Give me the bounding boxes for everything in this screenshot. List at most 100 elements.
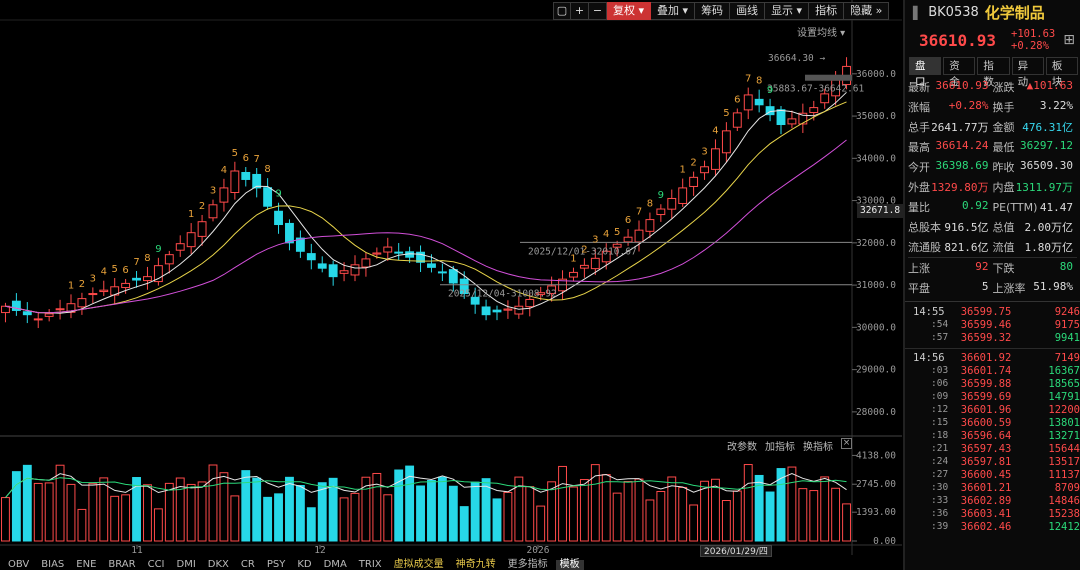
display-button[interactable]: 显示 ▾ — [765, 2, 810, 20]
menu-icon[interactable]: ▌ — [913, 5, 923, 20]
indicator-tab[interactable]: 更多指标 — [507, 559, 548, 570]
candle — [33, 318, 43, 321]
volume-bar — [503, 491, 513, 542]
indicator-tab[interactable]: 模板 — [555, 560, 584, 570]
zoom-out-icon[interactable]: − — [589, 2, 607, 20]
indicator-tab[interactable]: TRIX — [358, 559, 382, 570]
volume-bar — [612, 492, 622, 542]
indicator-tab[interactable]: CCI — [147, 559, 165, 570]
indicator-tab[interactable]: ENE — [76, 559, 97, 570]
chips-button[interactable]: 筹码 — [695, 2, 731, 20]
candle — [77, 298, 87, 308]
volume-bar — [623, 481, 633, 542]
restore-rights-button[interactable]: 复权 ▾ — [607, 2, 652, 20]
indicator-tab[interactable]: BIAS — [41, 559, 65, 570]
volume-bar — [328, 477, 338, 542]
quote-value: 1.80万亿 — [1024, 241, 1074, 254]
volume-bar — [88, 483, 98, 542]
volume-bar — [33, 482, 43, 542]
zoom-in-icon[interactable]: + — [571, 2, 589, 20]
tick-time: :18 — [931, 430, 949, 441]
panel-tab[interactable]: 异动 — [1011, 57, 1044, 88]
td-count: 8 — [144, 253, 150, 264]
quote-cell: 流通股 821.6亿 — [908, 239, 993, 255]
quote-value: ▲101.63 — [1026, 79, 1073, 92]
y-tick-label: 35000.0 — [856, 111, 896, 122]
volume-bar — [437, 476, 447, 542]
tick-price: 36599.32 — [960, 331, 1012, 344]
quote-row: 上涨 92 下跌 80 — [908, 258, 1077, 278]
candle — [787, 118, 797, 125]
tick-volume: 18565 — [1048, 377, 1080, 390]
tick-time: :15 — [931, 417, 949, 428]
tick-row: :30 36601.21 8709 — [905, 481, 1080, 494]
quote-row: 涨幅 +0.28% 换手 3.22% — [908, 97, 1077, 117]
volume-tick-label: 4138.00 — [856, 450, 896, 461]
hide-button[interactable]: 隐藏 » — [844, 2, 890, 20]
td-count: 2 — [581, 244, 587, 255]
volume-tick-label: 0.00 — [873, 536, 896, 547]
kline-chart-area[interactable]: 36000.0 35000.0 34000.0 33000.0 32000.0 31000… — [0, 0, 904, 570]
volume-bar — [22, 464, 32, 542]
indicator-tab[interactable]: 虚拟成交量 — [393, 559, 444, 570]
indicator-tab[interactable]: 神奇九转 — [455, 559, 496, 570]
volume-bar — [601, 474, 611, 542]
indicator-tab[interactable]: KD — [297, 559, 312, 570]
candle — [164, 254, 174, 265]
tick-time: :09 — [931, 391, 949, 402]
quote-label: 下跌 — [992, 262, 1015, 275]
tick-price: 36599.75 — [960, 305, 1012, 318]
volume-bar — [306, 507, 316, 542]
panel-tab[interactable]: 板块 — [1045, 57, 1079, 88]
indicator-tab[interactable]: CR — [240, 559, 255, 570]
quote-label: 昨收 — [992, 161, 1015, 174]
indicator-tab[interactable]: DMA — [323, 559, 347, 570]
switch-indicator-button[interactable]: 换指标 — [803, 442, 833, 453]
td-count: 1 — [188, 209, 194, 220]
add-watchlist-icon[interactable]: ⊞ — [1063, 32, 1075, 48]
edit-params-button[interactable]: 改参数 — [727, 442, 757, 453]
quote-cell: 量比 0.92 — [908, 199, 993, 215]
quote-cell: 外盘 1329.80万 — [908, 179, 993, 195]
candle — [44, 313, 54, 317]
volume-bar — [820, 476, 830, 542]
quote-cell: 上涨率 51.98% — [993, 280, 1078, 296]
panel-tab[interactable]: 指数 — [977, 57, 1010, 88]
draw-line-button[interactable]: 画线 — [730, 2, 766, 20]
quote-cell: 涨幅 +0.28% — [908, 99, 993, 115]
overlay-button[interactable]: 叠加 ▾ — [651, 2, 696, 20]
quote-label: 上涨 — [908, 262, 930, 275]
quote-row: 最新 36610.93 涨跌 ▲101.63 — [908, 77, 1077, 97]
support-label: 2025/12/01-32010.67 — [528, 246, 637, 257]
tick-price: 36600.59 — [960, 416, 1012, 429]
panel-tab[interactable]: 资金 — [943, 57, 976, 88]
tick-volume: 14791 — [1048, 390, 1080, 403]
tick-volume: 12200 — [1048, 403, 1080, 416]
support-label: 2025/12/04-31008.92 — [448, 289, 557, 300]
quote-value: 476.31亿 — [1022, 121, 1073, 134]
td-count: 6 — [243, 153, 249, 164]
tick-row: :39 36602.46 12412 — [905, 520, 1080, 533]
candle — [798, 112, 808, 125]
quote-label: 今开 — [908, 161, 930, 174]
candle — [481, 306, 491, 316]
indicator-tab[interactable]: BRAR — [108, 559, 136, 570]
panel-tab[interactable]: 盘口 — [909, 57, 942, 88]
window-icon[interactable]: ▢ — [553, 2, 571, 20]
indicator-tab[interactable]: PSY — [266, 559, 286, 570]
tick-time: :57 — [931, 332, 949, 343]
tick-volume: 13271 — [1048, 429, 1080, 442]
indicator-tab[interactable]: DMI — [176, 559, 196, 570]
candle — [88, 293, 98, 296]
kline-chart-svg[interactable]: 36000.0 35000.0 34000.0 33000.0 32000.0 31000… — [0, 0, 902, 570]
quote-value: 1329.80万 — [931, 181, 989, 194]
close-icon[interactable]: × — [841, 438, 852, 449]
td-count: 5 — [723, 108, 729, 119]
indicator-tab[interactable]: OBV — [8, 559, 30, 570]
volume-bar — [55, 464, 65, 542]
tick-list[interactable]: 14:55 36599.75 9246:54 36599.46 9175:57 36599… — [905, 305, 1080, 533]
indicator-tab[interactable]: DKX — [207, 559, 229, 570]
add-indicator-button[interactable]: 加指标 — [765, 442, 795, 453]
ma-setting-button[interactable]: 设置均线 ▾ — [797, 28, 846, 39]
indicator-button[interactable]: 指标 — [809, 2, 845, 20]
